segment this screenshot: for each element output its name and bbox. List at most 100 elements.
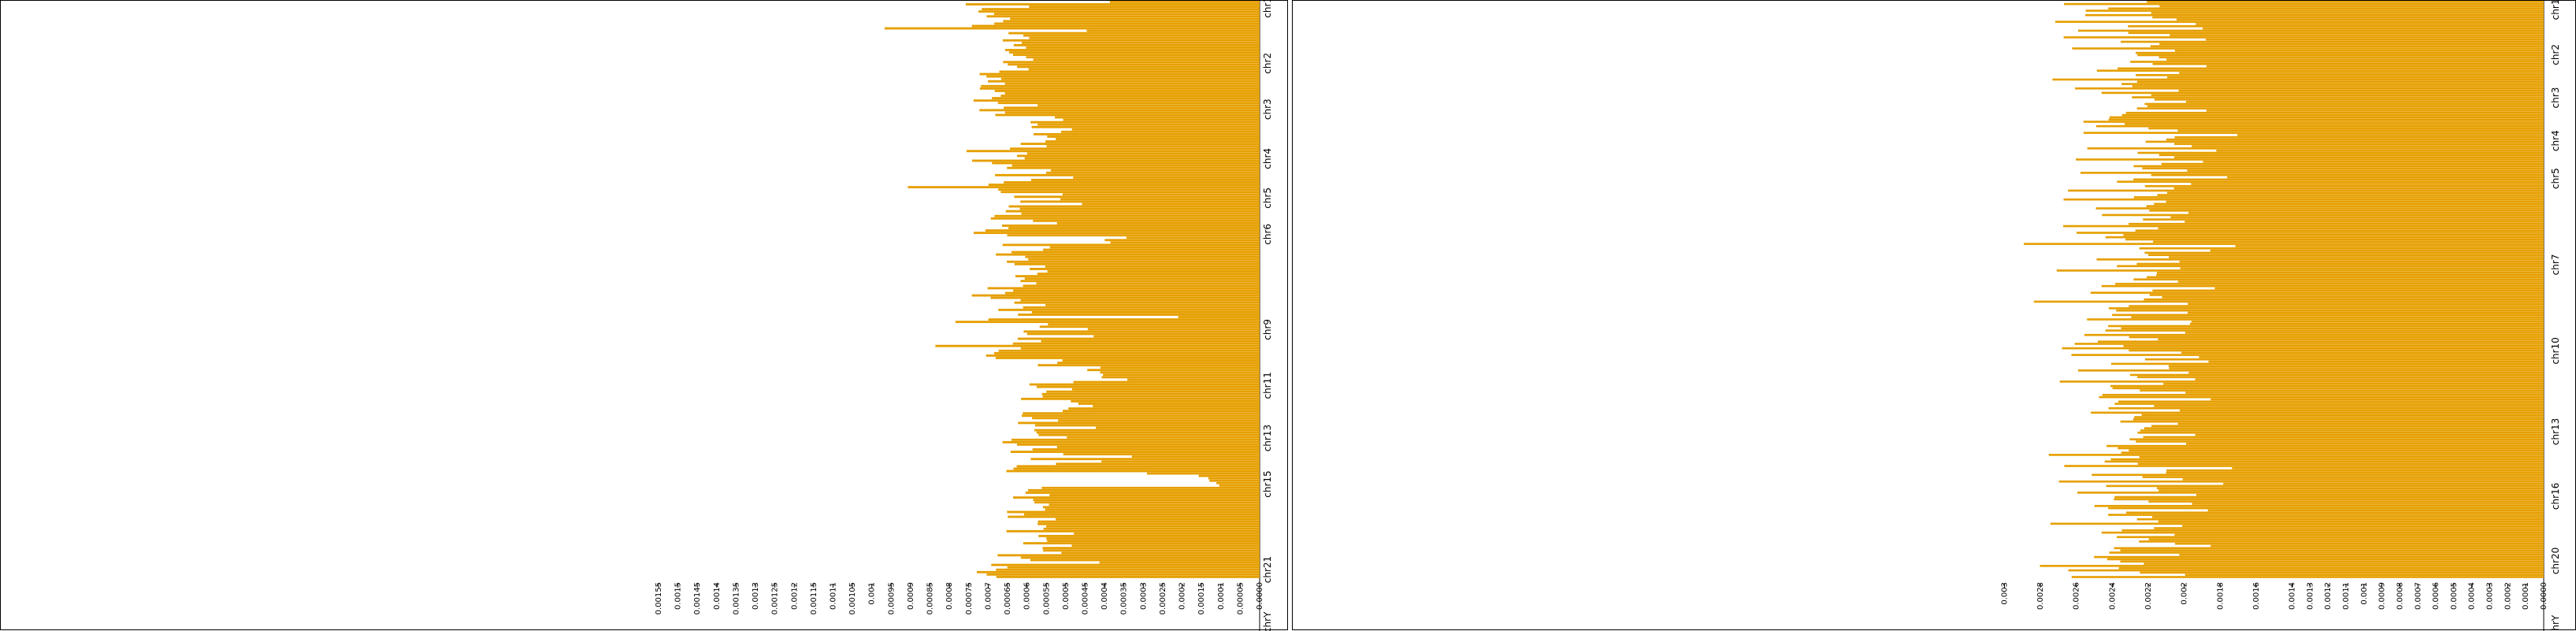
bar — [955, 321, 1260, 324]
bar — [2129, 449, 2544, 452]
bar — [2076, 158, 2544, 161]
bar — [2135, 229, 2544, 232]
bar — [2132, 96, 2544, 98]
bar — [1009, 51, 1260, 54]
bar-chart-left: 0.00155 0.0015 0.00145 0.0014 0.00135 0.0013 0… — [655, 1, 1273, 631]
bar — [2148, 127, 2544, 130]
bar — [1047, 270, 1260, 273]
bar — [2080, 172, 2544, 174]
bar — [1023, 542, 1260, 545]
bar — [2050, 522, 2544, 525]
bar — [2136, 107, 2544, 109]
bar — [2232, 467, 2544, 470]
bar — [2109, 116, 2544, 119]
bar — [1024, 157, 1260, 160]
bar — [2062, 347, 2544, 350]
bar — [1078, 403, 1260, 405]
bar — [1061, 551, 1260, 555]
bar — [1056, 462, 1260, 466]
bar — [2075, 87, 2544, 90]
bar — [2140, 571, 2544, 574]
x-tick-label: 0.0016 — [2252, 582, 2261, 610]
bar — [1047, 135, 1260, 138]
bar — [1020, 200, 1260, 203]
bar — [973, 99, 1260, 102]
bar — [1045, 303, 1260, 306]
bar — [996, 575, 1260, 578]
bar — [2087, 318, 2544, 321]
x-tick-label: 0.00075 — [965, 582, 974, 614]
bar — [2085, 13, 2544, 17]
bar — [2121, 113, 2544, 117]
bar — [2125, 238, 2544, 241]
bar — [1004, 291, 1260, 295]
bar — [2158, 520, 2544, 523]
chromosome-label: chr1 — [2550, 1, 2561, 20]
bar — [2216, 149, 2544, 152]
chromosome-label: chr2 — [2550, 44, 2561, 65]
bar — [2182, 525, 2544, 527]
bar — [2140, 429, 2544, 432]
bar — [2106, 444, 2544, 447]
x-tick-label: 0.0018 — [2216, 582, 2225, 610]
bar — [2068, 569, 2544, 572]
bar — [1045, 140, 1260, 143]
bar — [2174, 50, 2544, 52]
bar — [2121, 529, 2544, 532]
x-tick-label: 0.0002 — [1179, 582, 1187, 610]
x-tick-label: 0.00125 — [771, 582, 780, 614]
chart-panel-right: 0.003 0.0028 0.0026 0.0024 0.0022 0.002 0.0018… — [1292, 0, 2576, 631]
bar — [2210, 544, 2544, 547]
bar — [996, 568, 1260, 571]
bar — [1011, 164, 1260, 167]
bar — [2101, 91, 2544, 95]
bar — [1020, 347, 1260, 350]
bar — [2157, 487, 2544, 490]
bar — [2132, 85, 2544, 87]
bar — [2207, 509, 2544, 512]
bar — [2118, 566, 2544, 570]
chromosome-label: chr11 — [1262, 372, 1273, 399]
bar — [2133, 278, 2544, 281]
bar — [1096, 426, 1260, 429]
bar — [1014, 262, 1260, 265]
bar — [1033, 58, 1260, 61]
bar — [1005, 210, 1260, 213]
bar — [2118, 400, 2544, 403]
x-tick-label: 0.00015 — [1197, 582, 1206, 614]
bar — [1068, 407, 1260, 410]
bar — [985, 229, 1260, 232]
bar — [2133, 165, 2544, 168]
bar — [2139, 247, 2544, 250]
bar — [2175, 542, 2544, 545]
bar — [2173, 156, 2544, 158]
bar — [1032, 417, 1260, 420]
bar — [2071, 576, 2544, 578]
bar — [2095, 124, 2544, 128]
chromosome-label: chr9 — [1262, 319, 1273, 340]
bar — [2154, 202, 2544, 206]
bar — [2208, 360, 2544, 363]
bar — [2166, 138, 2544, 141]
bar — [2143, 218, 2544, 221]
bar — [993, 13, 1260, 16]
chromosome-label: chr15 — [1262, 470, 1273, 497]
bar — [1017, 337, 1260, 340]
bar — [1004, 181, 1260, 184]
bar — [1036, 431, 1260, 434]
bar — [1016, 443, 1260, 446]
bar — [1014, 195, 1260, 199]
bar — [2180, 409, 2544, 412]
bar — [2108, 325, 2544, 328]
bar — [2110, 384, 2544, 388]
bar — [1004, 92, 1260, 95]
bar — [2210, 398, 2544, 401]
bar — [1109, 1, 1260, 3]
x-tick-label: 0.0007 — [984, 582, 993, 610]
bar — [990, 217, 1260, 220]
bar — [998, 349, 1260, 352]
bar — [1028, 258, 1260, 261]
bar — [1056, 446, 1260, 448]
bar — [1063, 118, 1260, 121]
bar — [2064, 2, 2544, 6]
